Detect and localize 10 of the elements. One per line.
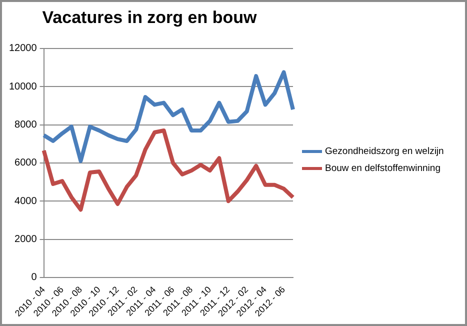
chart-title: Vacatures in zorg en bouw: [42, 8, 258, 27]
y-tick-label: 0: [31, 272, 38, 284]
y-tick-label: 4000: [14, 196, 38, 207]
y-tick-label: 10000: [8, 81, 38, 92]
y-tick-label: 6000: [14, 158, 38, 169]
legend-label: Gezondheidszorg en welzijn: [325, 146, 444, 157]
legend-label: Bouw en delfstoffenwinning: [325, 163, 440, 174]
y-tick-label: 12000: [8, 43, 38, 54]
y-tick-label: 8000: [14, 120, 38, 131]
y-tick-label: 2000: [14, 234, 38, 246]
